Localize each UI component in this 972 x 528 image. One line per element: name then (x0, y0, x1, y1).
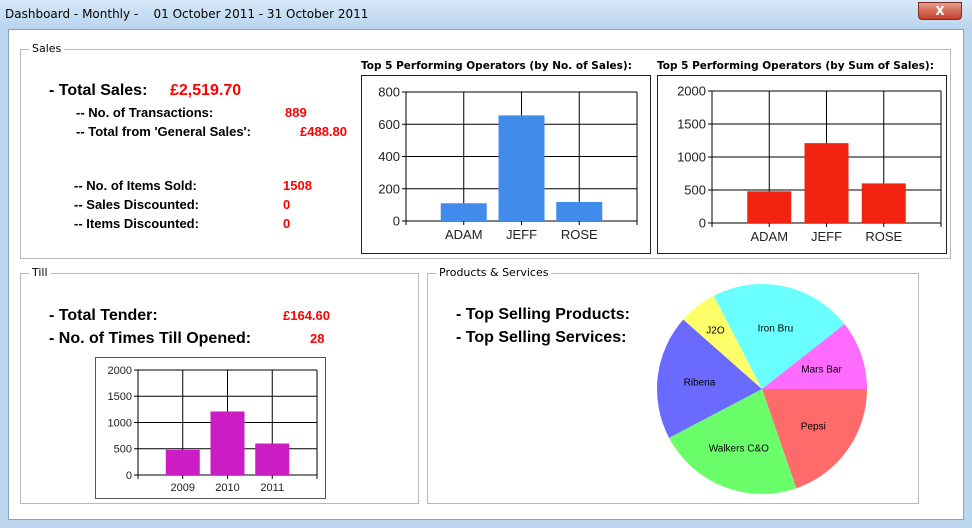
x-tick-label: ROSE (561, 227, 598, 242)
top-products-label: - Top Selling Products: (456, 306, 630, 323)
transactions-label: -- No. of Transactions: (76, 105, 214, 120)
total-sales-label: - Total Sales: (49, 82, 148, 99)
chart-title-ops-sum: Top 5 Performing Operators (by Sum of Sa… (657, 60, 934, 72)
pie-label: Ribena (684, 377, 716, 388)
products-pie-chart: Pepsi Walkers C&O Ribena J2O Iron Bru Mars Ba… (657, 284, 867, 494)
sales-discounted-value: 0 (283, 197, 291, 212)
y-tick-label: 1000 (108, 417, 132, 429)
y-tick-label: 500 (114, 444, 132, 456)
till-opened-label: - No. of Times Till Opened: (49, 330, 252, 347)
pie-slice-ribena (657, 319, 762, 438)
x-tick-label: ROSE (865, 229, 902, 244)
pie-slice-iron-bru (713, 284, 845, 389)
y-tick-label: 2000 (677, 84, 706, 99)
items-sold-label: -- No. of Items Sold: (74, 178, 197, 193)
till-group-label: Till (29, 266, 51, 279)
sales-group-label: Sales (29, 42, 65, 55)
ops-count-chart-frame: 0 200 400 600 800 ADAM JEFF ROSE (361, 75, 651, 254)
products-group: Products & Services (427, 266, 919, 504)
window-title: Dashboard - Monthly - 01 October 2011 - … (5, 7, 369, 21)
top-services-label: - Top Selling Services: (456, 329, 627, 346)
total-tender-label: - Total Tender: (49, 307, 158, 324)
x-tick-label: 2011 (260, 482, 284, 494)
pie-slice-mars-bar (762, 324, 867, 389)
x-tick-label: JEFF (811, 229, 842, 244)
bar-rose (861, 183, 906, 223)
y-tick-label: 800 (378, 85, 400, 100)
till-years-bar-chart: 0 500 1000 1500 2000 2009 2010 2011 (108, 365, 318, 494)
total-sales-value: £2,519.70 (170, 82, 242, 99)
ops-sum-chart-frame: 0 500 1000 1500 2000 ADAM JEFF ROSE (657, 75, 947, 254)
y-tick-label: 600 (378, 117, 400, 132)
y-tick-label: 0 (393, 214, 400, 229)
y-tick-label: 1500 (677, 117, 706, 132)
y-tick-label: 1000 (677, 150, 706, 165)
x-tick-label: ADAM (750, 229, 788, 244)
bar-2011 (255, 443, 290, 475)
till-opened-value: 28 (310, 331, 325, 346)
bar-adam (747, 191, 792, 223)
close-button[interactable]: X (918, 2, 962, 20)
y-tick-label: 200 (378, 181, 400, 196)
bar-jeff (498, 115, 545, 221)
items-discounted-value: 0 (283, 216, 291, 231)
y-tick-label: 400 (378, 149, 400, 164)
sales-discounted-label: -- Sales Discounted: (74, 197, 199, 212)
x-tick-label: 2010 (215, 482, 239, 494)
y-tick-label: 500 (684, 183, 706, 198)
till-chart-frame: 0 500 1000 1500 2000 2009 2010 2011 (95, 357, 326, 499)
y-tick-label: 0 (699, 216, 706, 231)
title-bar: Dashboard - Monthly - 01 October 2011 - … (0, 0, 972, 30)
pie-label: Mars Bar (801, 364, 842, 375)
pie-slice-walkers-c-o (669, 389, 797, 494)
items-sold-value: 1508 (283, 178, 312, 193)
x-tick-label: 2009 (171, 482, 195, 494)
products-group-label: Products & Services (436, 266, 552, 279)
items-discounted-label: -- Items Discounted: (74, 216, 199, 231)
transactions-value: 889 (285, 105, 307, 120)
bar-2009 (165, 449, 200, 475)
pie-slice-j2o (683, 295, 762, 389)
y-tick-label: 2000 (108, 365, 132, 377)
till-group: Till (20, 266, 419, 504)
y-tick-label: 1500 (108, 391, 132, 403)
total-tender-value: £164.60 (283, 308, 330, 323)
sales-group: Sales (20, 42, 951, 259)
general-sales-value: £488.80 (300, 124, 347, 139)
pie-label: Pepsi (801, 422, 826, 433)
bar-jeff (804, 143, 849, 223)
pie-label: Walkers C&O (709, 444, 769, 455)
x-tick-label: JEFF (506, 227, 537, 242)
y-tick-label: 0 (126, 470, 132, 482)
x-tick-label: ADAM (445, 227, 483, 242)
bar-2010 (210, 411, 245, 475)
chart-title-ops-count: Top 5 Performing Operators (by No. of Sa… (361, 60, 632, 72)
ops-count-bar-chart: 0 200 400 600 800 ADAM JEFF ROSE (378, 85, 638, 242)
bar-rose (556, 201, 603, 221)
bar-adam (440, 203, 487, 221)
pie-slice-pepsi (762, 389, 867, 489)
pie-label: Iron Bru (758, 323, 794, 334)
general-sales-label: -- Total from 'General Sales': (76, 124, 251, 139)
pie-label: J2O (706, 325, 725, 336)
ops-sum-bar-chart: 0 500 1000 1500 2000 ADAM JEFF ROSE (677, 84, 942, 244)
